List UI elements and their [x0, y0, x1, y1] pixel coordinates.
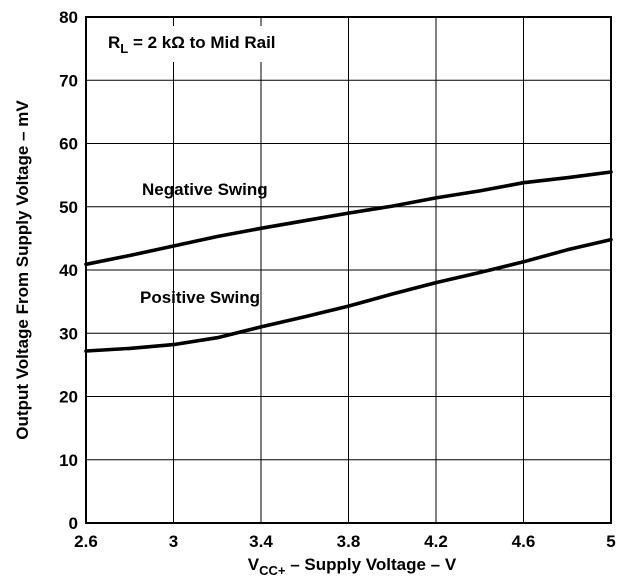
- series-line-positive-swing: [84, 237, 613, 353]
- x-axis-label: VCC+ – Supply Voltage – V: [248, 555, 457, 578]
- y-tick-label: 70: [59, 71, 78, 90]
- series-layer: [84, 170, 613, 353]
- x-tick-label: 5: [606, 532, 615, 551]
- y-tick-label: 20: [59, 388, 78, 407]
- y-tick-label: 80: [59, 8, 78, 27]
- x-tick-label: 4.6: [512, 532, 536, 551]
- y-tick-label: 50: [59, 198, 78, 217]
- series-line-negative-swing: [84, 170, 613, 267]
- x-tick-label: 3.4: [249, 532, 273, 551]
- series-label-negative: Negative Swing: [142, 180, 268, 199]
- grid: [86, 17, 611, 523]
- plot-frame: [85, 16, 612, 524]
- condition-box: [96, 26, 348, 62]
- y-tick-label: 0: [69, 514, 78, 533]
- condition-label: RL = 2 kΩ to Mid Rail: [108, 33, 276, 56]
- y-tick-label: 10: [59, 451, 78, 470]
- x-tick-label: 3: [169, 532, 178, 551]
- y-tick-label: 60: [59, 135, 78, 154]
- x-tick-label: 3.8: [337, 532, 361, 551]
- x-tick-label: 2.6: [74, 532, 98, 551]
- x-tick-label: 4.2: [424, 532, 448, 551]
- y-axis-label: Output Voltage From Supply Voltage – mV: [13, 100, 32, 440]
- y-tick-label: 30: [59, 324, 78, 343]
- series-label-positive: Positive Swing: [140, 288, 260, 307]
- y-tick-label: 40: [59, 261, 78, 280]
